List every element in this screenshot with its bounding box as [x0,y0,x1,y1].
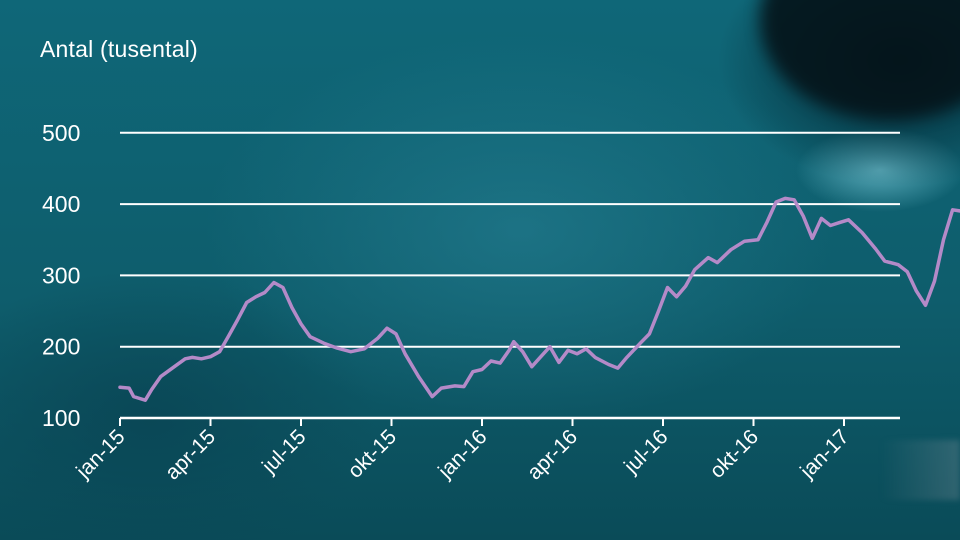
y-axis-title: Antal (tusental) [40,36,198,62]
y-tick-label-500: 500 [42,120,80,146]
x-tick-label-okt-15: okt-15 [343,425,401,483]
y-tick-label-400: 400 [42,191,80,217]
x-tick-label-jan-17: jan-17 [795,425,853,483]
x-tick-label-jul-15: jul-15 [257,425,310,478]
y-tick-label-100: 100 [42,405,80,431]
background-streak [880,440,960,500]
x-tick-label-jul-16: jul-16 [619,425,672,478]
y-tick-label-300: 300 [42,262,80,288]
x-tick-label-okt-16: okt-16 [705,425,763,483]
y-tick-label-200: 200 [42,334,80,360]
x-tick-label-jan-15: jan-15 [71,425,129,483]
x-tick-label-apr-16: apr-16 [523,425,582,484]
series-line [118,196,960,402]
x-tick-label-apr-15: apr-15 [161,425,220,484]
x-tick-label-jan-16: jan-16 [433,425,491,483]
